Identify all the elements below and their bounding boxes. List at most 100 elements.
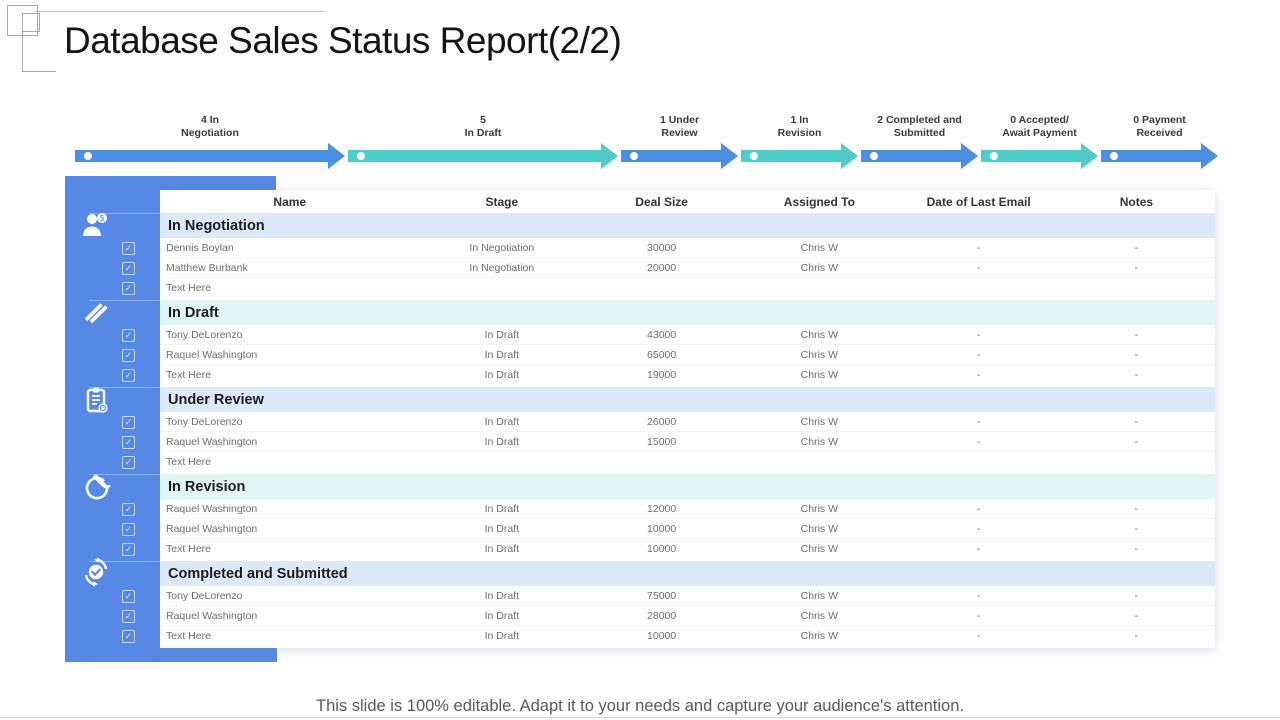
row-checkbox-icon[interactable]: ✓ bbox=[122, 368, 135, 382]
stage-label-line: Negotiation bbox=[181, 127, 239, 139]
pipeline-stage[interactable]: 2 Completed and Submitted bbox=[861, 106, 978, 169]
completed-check-cycle-icon bbox=[65, 557, 160, 586]
table-row[interactable]: Text Here In Draft 19000 Chris W - - bbox=[160, 365, 1215, 385]
table-row[interactable]: Raquel Washington In Draft 10000 Chris W - - bbox=[160, 519, 1215, 539]
cell-notes: - bbox=[1134, 435, 1139, 448]
cell-notes: - bbox=[1134, 609, 1139, 622]
table-row[interactable]: Raquel Washington In Draft 12000 Chris W - - bbox=[160, 499, 1215, 519]
stage-label: 1 In Revision bbox=[741, 106, 858, 140]
row-checkbox-icon[interactable]: ✓ bbox=[122, 589, 135, 603]
stage-arrow-shape bbox=[981, 143, 1098, 169]
table-row[interactable]: Raquel Washington In Draft 28000 Chris W - - bbox=[160, 606, 1215, 626]
table-row[interactable]: Dennis Boylan In Negotiation 30000 Chris W -… bbox=[160, 238, 1215, 258]
sidebar-divider bbox=[89, 213, 160, 214]
checkbox-row: ✓ bbox=[65, 365, 160, 385]
row-checkbox-icon[interactable]: ✓ bbox=[122, 455, 135, 469]
cell-name: Raquel Washington bbox=[166, 502, 258, 515]
cell-stage: In Draft bbox=[484, 328, 520, 341]
cell-date: - bbox=[976, 369, 981, 381]
cell-name: Text Here bbox=[166, 630, 211, 642]
sidebar-divider bbox=[89, 387, 160, 388]
checkbox-row: ✓ bbox=[65, 412, 160, 432]
row-checkbox-icon[interactable]: ✓ bbox=[122, 629, 135, 643]
table-row[interactable]: Tony DeLorenzo In Draft 26000 Chris W - - bbox=[160, 412, 1215, 432]
checkbox-row: ✓ bbox=[65, 586, 160, 606]
section-band[interactable]: In Draft bbox=[160, 300, 1215, 325]
stage-label: 1 Under Review bbox=[621, 106, 738, 140]
table-row[interactable]: Text Here bbox=[160, 452, 1215, 472]
row-checkbox-icon[interactable]: ✓ bbox=[122, 435, 135, 449]
table-row[interactable]: Text Here In Draft 10000 Chris W - - bbox=[160, 626, 1215, 646]
table-row[interactable]: Raquel Washington In Draft 15000 Chris W - - bbox=[160, 432, 1215, 452]
checkbox-row: ✓ bbox=[65, 519, 160, 539]
cell-notes: - bbox=[1134, 502, 1139, 515]
footer-note[interactable]: This slide is 100% editable. Adapt it to… bbox=[316, 697, 964, 715]
cell-stage: In Draft bbox=[484, 369, 520, 381]
stage-dot-icon bbox=[1110, 152, 1118, 160]
pipeline-stage[interactable]: 0 Payment Received bbox=[1101, 106, 1218, 169]
cell-stage: In Draft bbox=[484, 415, 520, 428]
cell-assigned: Chris W bbox=[800, 415, 839, 428]
cell-deal: 43000 bbox=[647, 328, 677, 341]
column-header: Notes bbox=[1119, 194, 1154, 209]
checkbox-row: ✓ bbox=[65, 278, 160, 298]
stage-label: 2 Completed and Submitted bbox=[861, 106, 978, 140]
table-section: In Revision Raquel Washington In Draft 1200… bbox=[160, 474, 1215, 559]
table-row[interactable]: Text Here In Draft 10000 Chris W - - bbox=[160, 539, 1215, 559]
cell-stage: In Negotiation bbox=[469, 241, 535, 254]
pipeline-stage[interactable]: 0 Accepted/Await Payment bbox=[981, 106, 1098, 169]
cell-date: - bbox=[976, 543, 981, 555]
stage-label: 0 Accepted/Await Payment bbox=[981, 106, 1098, 140]
cell-name: Tony DeLorenzo bbox=[166, 415, 243, 428]
cell-notes: - bbox=[1134, 415, 1139, 428]
table-row[interactable]: Matthew Burbank In Negotiation 20000 Chris … bbox=[160, 258, 1215, 278]
row-checkbox-icon[interactable]: ✓ bbox=[122, 502, 135, 516]
stage-dot-icon bbox=[84, 152, 92, 160]
section-title: Under Review bbox=[168, 391, 264, 408]
row-checkbox-icon[interactable]: ✓ bbox=[122, 348, 135, 362]
row-checkbox-icon[interactable]: ✓ bbox=[122, 522, 135, 536]
section-band[interactable]: In Negotiation bbox=[160, 213, 1215, 238]
arrow-head bbox=[328, 143, 345, 169]
arrow-body bbox=[75, 150, 330, 162]
cell-assigned: Chris W bbox=[800, 609, 839, 622]
pipeline-stage[interactable]: 4 In Negotiation bbox=[75, 106, 345, 169]
cell-name: Raquel Washington bbox=[166, 348, 258, 361]
row-checkbox-icon[interactable]: ✓ bbox=[122, 609, 135, 623]
section-icon-sidebar: $ ✓ ✓ ✓ ✓ ✓ ✓ ✓ ✓ ✓ ✓ ✓ ✓ ✓ ✓ ✓ bbox=[65, 190, 160, 648]
stage-label: 5 In Draft bbox=[348, 106, 618, 140]
section-band[interactable]: Completed and Submitted bbox=[160, 561, 1215, 586]
row-checkbox-icon[interactable]: ✓ bbox=[122, 328, 135, 342]
pipeline-stage[interactable]: 1 In Revision bbox=[741, 106, 858, 169]
row-checkbox-icon[interactable]: ✓ bbox=[122, 261, 135, 275]
section-band[interactable]: In Revision bbox=[160, 474, 1215, 499]
section-title: In Negotiation bbox=[168, 217, 265, 234]
stage-label-line: In Draft bbox=[464, 127, 502, 139]
row-checkbox-icon[interactable]: ✓ bbox=[122, 415, 135, 429]
table-row[interactable]: Text Here bbox=[160, 278, 1215, 298]
stage-arrow-shape bbox=[75, 143, 345, 169]
table-row[interactable]: Tony DeLorenzo In Draft 75000 Chris W - - bbox=[160, 586, 1215, 606]
pipeline-stage[interactable]: 1 Under Review bbox=[621, 106, 738, 169]
row-checkbox-icon[interactable]: ✓ bbox=[122, 281, 135, 295]
cell-stage: In Draft bbox=[484, 522, 520, 535]
cell-name: Text Here bbox=[166, 369, 211, 381]
decoration-line bbox=[22, 71, 56, 72]
arrow-head bbox=[961, 143, 978, 169]
stage-arrow-shape bbox=[621, 143, 738, 169]
row-checkbox-icon[interactable]: ✓ bbox=[122, 542, 135, 556]
cell-date: - bbox=[976, 630, 981, 642]
page-title[interactable]: Database Sales Status Report(2/2) bbox=[64, 20, 622, 61]
cell-date: - bbox=[976, 415, 981, 428]
pipeline-stage[interactable]: 5 In Draft bbox=[348, 106, 618, 169]
row-checkbox-icon[interactable]: ✓ bbox=[122, 241, 135, 255]
table-row[interactable]: Tony DeLorenzo In Draft 43000 Chris W - - bbox=[160, 325, 1215, 345]
cell-date: - bbox=[976, 261, 981, 274]
cell-stage: In Draft bbox=[484, 630, 520, 642]
stage-dot-icon bbox=[990, 152, 998, 160]
section-band[interactable]: Under Review bbox=[160, 387, 1215, 412]
table-row[interactable]: Raquel Washington In Draft 65000 Chris W - - bbox=[160, 345, 1215, 365]
stage-label-line: 4 In bbox=[200, 114, 220, 126]
arrow-head bbox=[1081, 143, 1098, 169]
table-header-row: Name Stage Deal Size Assigned To Date of Las… bbox=[160, 190, 1215, 213]
